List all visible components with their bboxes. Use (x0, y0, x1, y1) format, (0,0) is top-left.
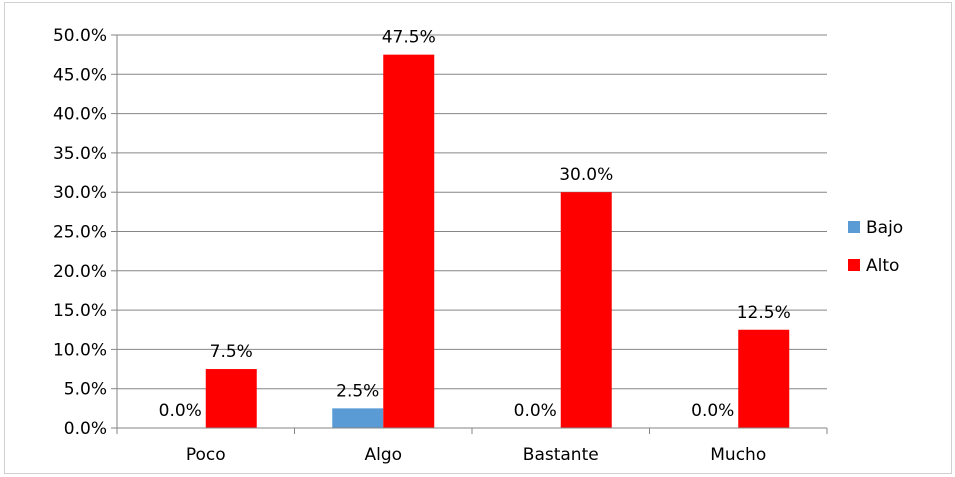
data-label-alto: 7.5% (210, 342, 253, 362)
legend-swatch-bajo (848, 221, 860, 233)
y-tick-label: 10.0% (53, 340, 107, 360)
y-tick-label: 25.0% (53, 223, 107, 243)
data-label-alto: 47.5% (382, 28, 436, 48)
bar-alto[interactable] (738, 329, 790, 428)
chart-frame: 0.0% 5.0% 10.0% 15.0% 20.0% 25.0% 30.0% 35.0% 40… (4, 2, 952, 474)
legend-label-bajo: Bajo (866, 218, 903, 238)
y-tick-label: 30.0% (53, 183, 107, 203)
y-tick-label: 35.0% (53, 144, 107, 164)
data-label-bajo: 0.0% (514, 401, 557, 421)
y-tick-label: 20.0% (53, 262, 107, 282)
data-label-bajo: 2.5% (336, 381, 379, 401)
x-tick-label: Mucho (710, 445, 766, 465)
bar-alto[interactable] (205, 369, 257, 428)
legend-label-alto: Alto (866, 256, 899, 276)
x-tick-label: Poco (186, 445, 226, 465)
y-tick-label: 0.0% (64, 419, 107, 439)
bar-alto[interactable] (560, 192, 612, 428)
y-tick-label: 45.0% (53, 65, 107, 85)
y-tick-label: 15.0% (53, 301, 107, 321)
x-tick-label: Algo (364, 445, 402, 465)
bar-bajo[interactable] (332, 408, 384, 428)
x-tick-label: Bastante (523, 445, 599, 465)
data-label-alto: 12.5% (737, 303, 791, 323)
bar-chart: 0.0% 5.0% 10.0% 15.0% 20.0% 25.0% 30.0% 35.0% 40… (53, 26, 903, 465)
data-label-alto: 30.0% (559, 165, 613, 185)
y-tick-label: 5.0% (64, 380, 107, 400)
data-label-bajo: 0.0% (691, 401, 734, 421)
y-tick-label: 40.0% (53, 105, 107, 125)
data-label-bajo: 0.0% (159, 401, 202, 421)
y-tick-label: 50.0% (53, 26, 107, 46)
legend-swatch-alto (848, 259, 860, 271)
bar-alto[interactable] (383, 54, 435, 429)
